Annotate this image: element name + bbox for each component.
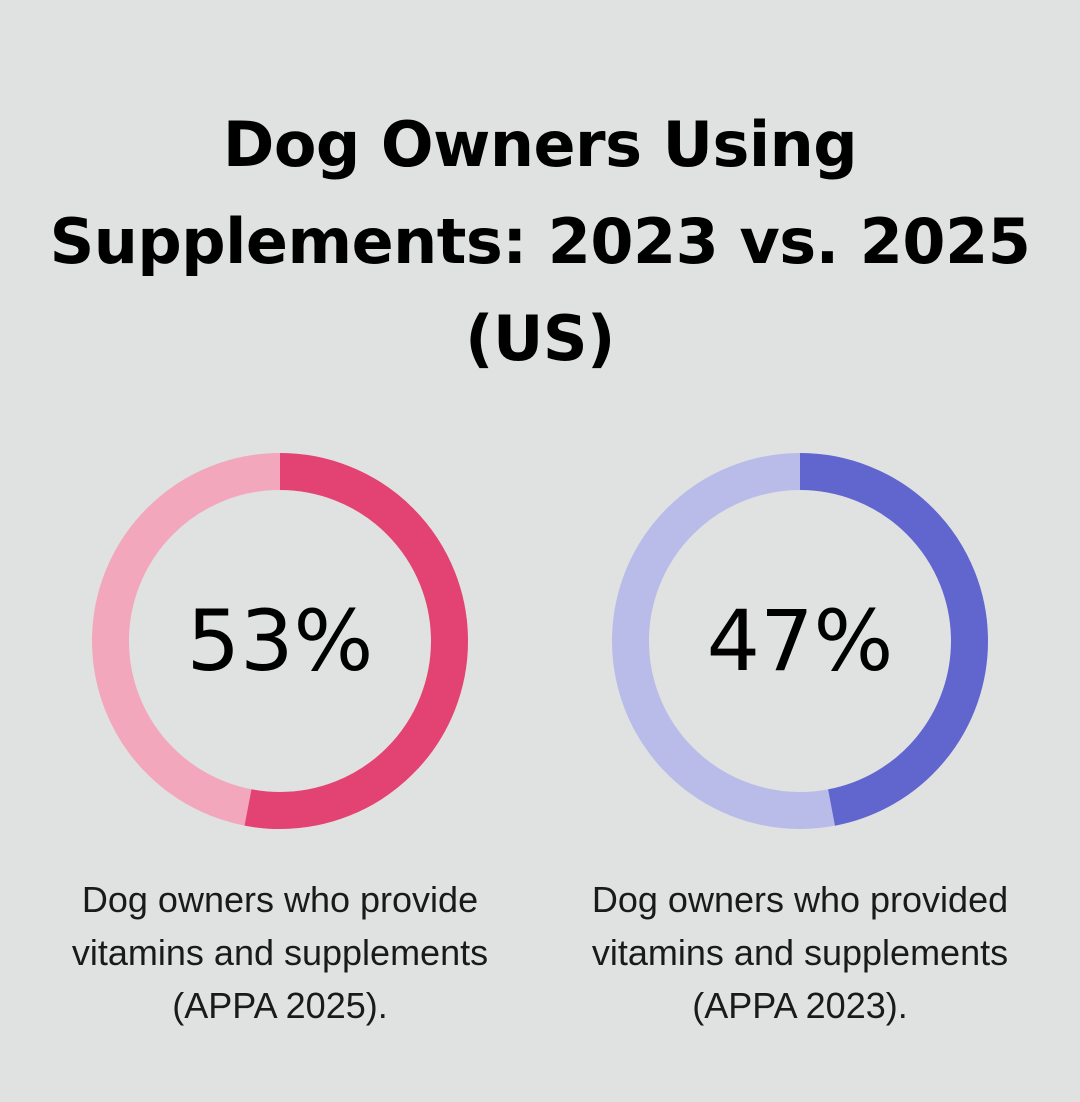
caption-line: Dog owners who provided — [591, 879, 1009, 920]
caption-line: Dog owners who provide — [81, 879, 479, 920]
title-line-1: Dog Owners Using — [222, 108, 858, 181]
caption-2023: Dog owners who provided vitamins and sup… — [550, 873, 1050, 1032]
chart-title: Dog Owners Using Supplements: 2023 vs. 2… — [0, 96, 1080, 387]
title-line-3: (US) — [465, 302, 615, 375]
caption-line: (APPA 2025). — [172, 985, 388, 1026]
donut-2025: 53% — [92, 453, 468, 829]
donut-ring-svg — [612, 453, 988, 829]
caption-2025: Dog owners who provide vitamins and supp… — [30, 873, 530, 1032]
donut-ring-svg — [92, 453, 468, 829]
caption-line: (APPA 2023). — [692, 985, 908, 1026]
caption-line: vitamins and supplements — [71, 932, 489, 973]
title-line-2: Supplements: 2023 vs. 2025 — [49, 205, 1031, 278]
percent-value: 53% — [186, 592, 374, 690]
percent-value: 47% — [706, 592, 894, 690]
caption-line: vitamins and supplements — [591, 932, 1009, 973]
donut-2023: 47% — [612, 453, 988, 829]
